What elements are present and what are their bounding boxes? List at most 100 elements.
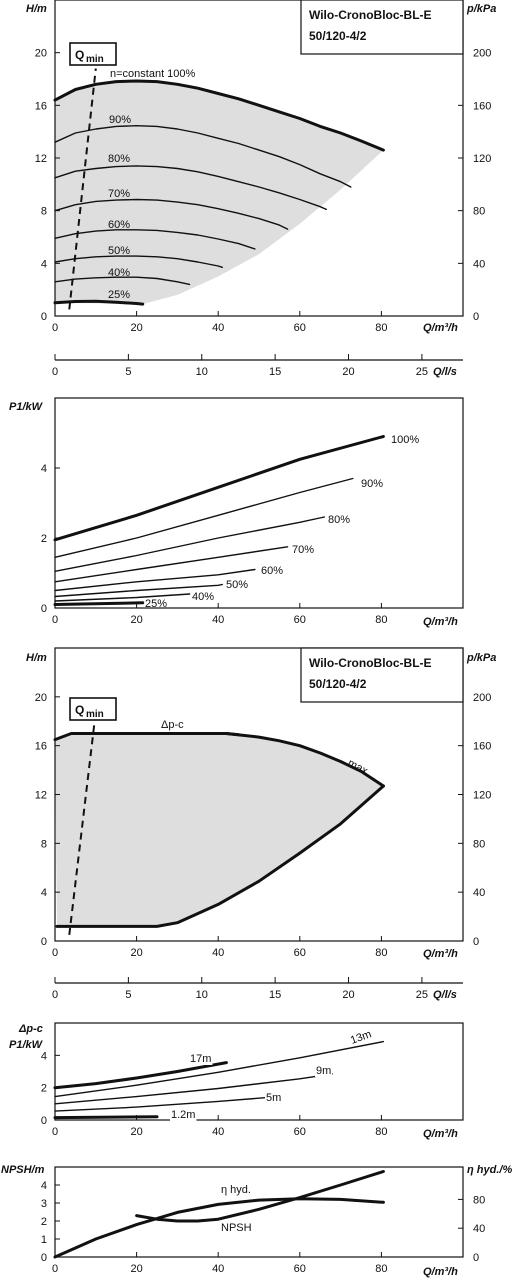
series-label: 50% xyxy=(226,579,248,591)
x-tick-label: 60 xyxy=(294,1126,306,1138)
chart-head-dpc: 0 20 40 60 8004812162004080120160200Δp-cmax.… xyxy=(26,647,496,960)
y-axis-label-top: Δp-c xyxy=(18,1023,43,1035)
series-label-background xyxy=(265,1092,283,1104)
y2-tick-label: 80 xyxy=(473,838,485,850)
series-line xyxy=(54,477,354,558)
x-axis-label: Q/m³/h xyxy=(423,616,458,628)
x-tick-label: 80 xyxy=(375,947,387,959)
plot-frame xyxy=(54,1166,464,1258)
series-label: 90% xyxy=(109,114,131,126)
y2-tick-label: 160 xyxy=(473,100,491,112)
series-line xyxy=(54,583,223,598)
y-tick-label: 16 xyxy=(35,100,47,112)
ls-axis-label: Q/l/s xyxy=(433,989,457,1001)
y-tick-label: 0 xyxy=(41,1115,47,1127)
chart-power-curves: 0 20 40 60 80 0 2 4 100% 90% 80% 70% 60% 50% 40% 25% P1/… xyxy=(9,397,464,628)
series-line xyxy=(54,255,223,268)
series-line xyxy=(54,568,256,592)
operating-range-area xyxy=(55,733,384,927)
ls-tick-label: 10 xyxy=(196,989,208,1001)
y-tick-label: 4 xyxy=(41,1050,47,1062)
series-label: 100% xyxy=(391,434,419,446)
y2-tick-label: 80 xyxy=(473,206,485,218)
y2-tick-label: 40 xyxy=(473,887,485,899)
x-tick-label: 40 xyxy=(212,322,224,334)
x-tick-label: 20 xyxy=(130,1263,142,1275)
y-tick-label: 16 xyxy=(35,741,47,753)
series-label: 60% xyxy=(261,565,283,577)
y-tick-label: 20 xyxy=(35,692,47,704)
chart-subtitle: 50/120-4/2 xyxy=(309,29,367,43)
series-label: 9m xyxy=(316,1065,331,1077)
x-tick-label: 40 xyxy=(212,1263,224,1275)
x-tick-label: 0 xyxy=(52,947,58,959)
x-tick-label: 20 xyxy=(130,947,142,959)
y2-tick-label: 0 xyxy=(473,311,479,323)
series-line xyxy=(53,299,145,306)
y-tick-label: 0 xyxy=(41,1252,47,1264)
y2-axis-label: η hyd./% xyxy=(467,1164,512,1176)
series-line xyxy=(53,1115,159,1120)
x-tick-label: 40 xyxy=(212,947,224,959)
series-label: 60% xyxy=(108,219,130,231)
x-tick-label: 20 xyxy=(130,614,142,626)
chart-head-curves: 0 20 40 60 8004812162004080120160200n=consta… xyxy=(26,0,496,334)
x-tick-label: 60 xyxy=(294,322,306,334)
y2-tick-label: 120 xyxy=(473,790,491,802)
series-line xyxy=(54,516,325,572)
y-tick-label: 1 xyxy=(41,1234,47,1246)
x-tick-label: 20 xyxy=(130,322,142,334)
ls-tick-label: 10 xyxy=(196,366,208,378)
x-tick-label: 40 xyxy=(212,614,224,626)
series-label-background xyxy=(170,1109,197,1121)
x-tick-label: 0 xyxy=(52,1263,58,1275)
x-tick-label: 60 xyxy=(294,1263,306,1275)
series-label: 25% xyxy=(108,289,130,301)
series-line xyxy=(54,1095,281,1112)
y-tick-label: 8 xyxy=(41,838,47,850)
flow-litres-axis-1: 0 5 10 15 20 25 Q/l/s xyxy=(52,354,463,378)
series-label: 70% xyxy=(292,544,314,556)
series-line xyxy=(55,784,385,928)
y2-tick-label: 40 xyxy=(473,258,485,270)
series-label: n=constant 100% xyxy=(110,68,196,80)
qmin-box xyxy=(69,42,117,66)
y2-tick-label: 80 xyxy=(473,1194,485,1206)
qmin-subscript: min xyxy=(86,709,104,720)
ls-tick-label: 20 xyxy=(342,989,354,1001)
series-label: 17m xyxy=(190,1053,211,1065)
series-line xyxy=(54,198,289,230)
series-label: 40% xyxy=(192,591,214,603)
ls-tick-label: 15 xyxy=(269,366,281,378)
y2-tick-label: 200 xyxy=(473,48,491,60)
y-tick-label: 0 xyxy=(41,936,47,948)
series-line xyxy=(53,79,385,152)
ls-tick-label: 0 xyxy=(52,366,58,378)
series-line xyxy=(53,435,385,542)
x-tick-label: 20 xyxy=(130,1126,142,1138)
y-tick-label: 20 xyxy=(35,48,47,60)
qmin-label: Q xyxy=(75,703,84,717)
ls-tick-label: 25 xyxy=(416,989,428,1001)
x-tick-label: 80 xyxy=(375,322,387,334)
series-label: 40% xyxy=(108,267,130,279)
y-tick-label: 2 xyxy=(41,1216,47,1228)
y-tick-label: 2 xyxy=(41,533,47,545)
x-tick-label: 80 xyxy=(375,1263,387,1275)
series-label: 70% xyxy=(108,188,130,200)
series-label-background xyxy=(315,1065,333,1077)
x-axis-label: Q/m³/h xyxy=(423,948,458,960)
y-tick-label: 12 xyxy=(35,790,47,802)
series-label: η hyd. xyxy=(221,1184,251,1196)
y-axis-label: H/m xyxy=(26,652,47,664)
y-tick-label: 0 xyxy=(41,311,47,323)
y2-tick-label: 40 xyxy=(473,1223,485,1235)
y2-tick-label: 0 xyxy=(473,936,479,948)
series-label: NPSH xyxy=(221,1222,252,1234)
series-label: 90% xyxy=(361,478,383,490)
series-line xyxy=(53,1197,385,1259)
ls-tick-label: 5 xyxy=(125,366,131,378)
